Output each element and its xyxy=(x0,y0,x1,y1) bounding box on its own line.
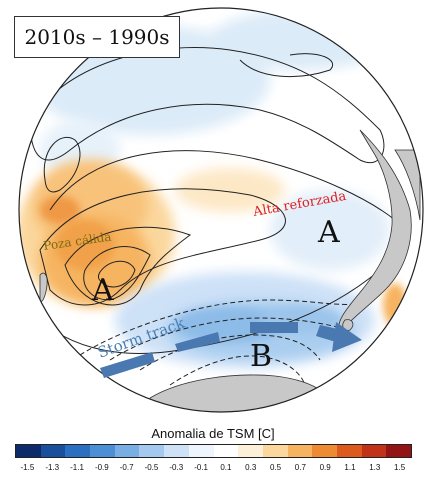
colorbar-tick-label: 0.7 xyxy=(294,463,306,472)
colorbar-swatch-0 xyxy=(16,445,41,457)
colorbar-tick-label: 0.5 xyxy=(269,463,282,472)
colorbar-swatch-8 xyxy=(213,445,239,457)
colorbar-swatch-14 xyxy=(361,445,387,457)
colorbar-tick-label: -1.5 xyxy=(20,463,35,472)
colorbar xyxy=(15,444,412,458)
colorbar-swatch-5 xyxy=(139,445,165,457)
colorbar-tick-label: -1.3 xyxy=(45,463,60,472)
colorbar-swatch-15 xyxy=(386,445,411,457)
label-high-left: A xyxy=(91,273,114,308)
colorbar-tick-label: -0.7 xyxy=(119,463,134,472)
colorbar-swatch-13 xyxy=(336,445,362,457)
colorbar-swatch-12 xyxy=(312,445,337,457)
colorbar-swatch-10 xyxy=(262,445,288,457)
colorbar-swatch-11 xyxy=(287,445,313,457)
colorbar-swatch-3 xyxy=(90,445,115,457)
colorbar-swatch-4 xyxy=(114,445,140,457)
colorbar-tick-label: 1.5 xyxy=(394,463,406,472)
colorbar-tick-label: -0.1 xyxy=(194,463,208,472)
globe xyxy=(19,10,421,412)
colorbar-tick-label: -0.3 xyxy=(169,463,184,472)
colorbar-tick-label: -0.5 xyxy=(144,463,159,472)
colorbar-swatch-7 xyxy=(188,445,214,457)
label-high-right: A xyxy=(317,215,340,250)
colorbar-tick-label: -0.9 xyxy=(94,463,109,472)
colorbar-swatch-6 xyxy=(164,445,189,457)
storm-track-arrow xyxy=(100,322,362,378)
map-title: 2010s – 1990s xyxy=(14,16,180,58)
colorbar-swatch-9 xyxy=(238,445,263,457)
colorbar-tick-label: 1.3 xyxy=(369,463,381,472)
colorbar-title: Anomalia de TSM [C] xyxy=(151,426,275,441)
colorbar-tick-label: -1.1 xyxy=(70,463,84,472)
colorbar-tick-label: 0.1 xyxy=(220,463,232,472)
label-low: B xyxy=(250,339,272,374)
colorbar-tick-label: 0.9 xyxy=(319,463,331,472)
colorbar-swatch-2 xyxy=(65,445,91,457)
colorbar-swatch-1 xyxy=(40,445,66,457)
colorbar-tick-label: 1.1 xyxy=(344,463,356,472)
colorbar-tick-label: 0.3 xyxy=(245,463,257,472)
colorbar-tick-labels: -1.5 -1.3 -1.1 -0.9 -0.7 -0.5 -0.3 -0.1 0.1 0.3 0.… xyxy=(0,463,426,477)
